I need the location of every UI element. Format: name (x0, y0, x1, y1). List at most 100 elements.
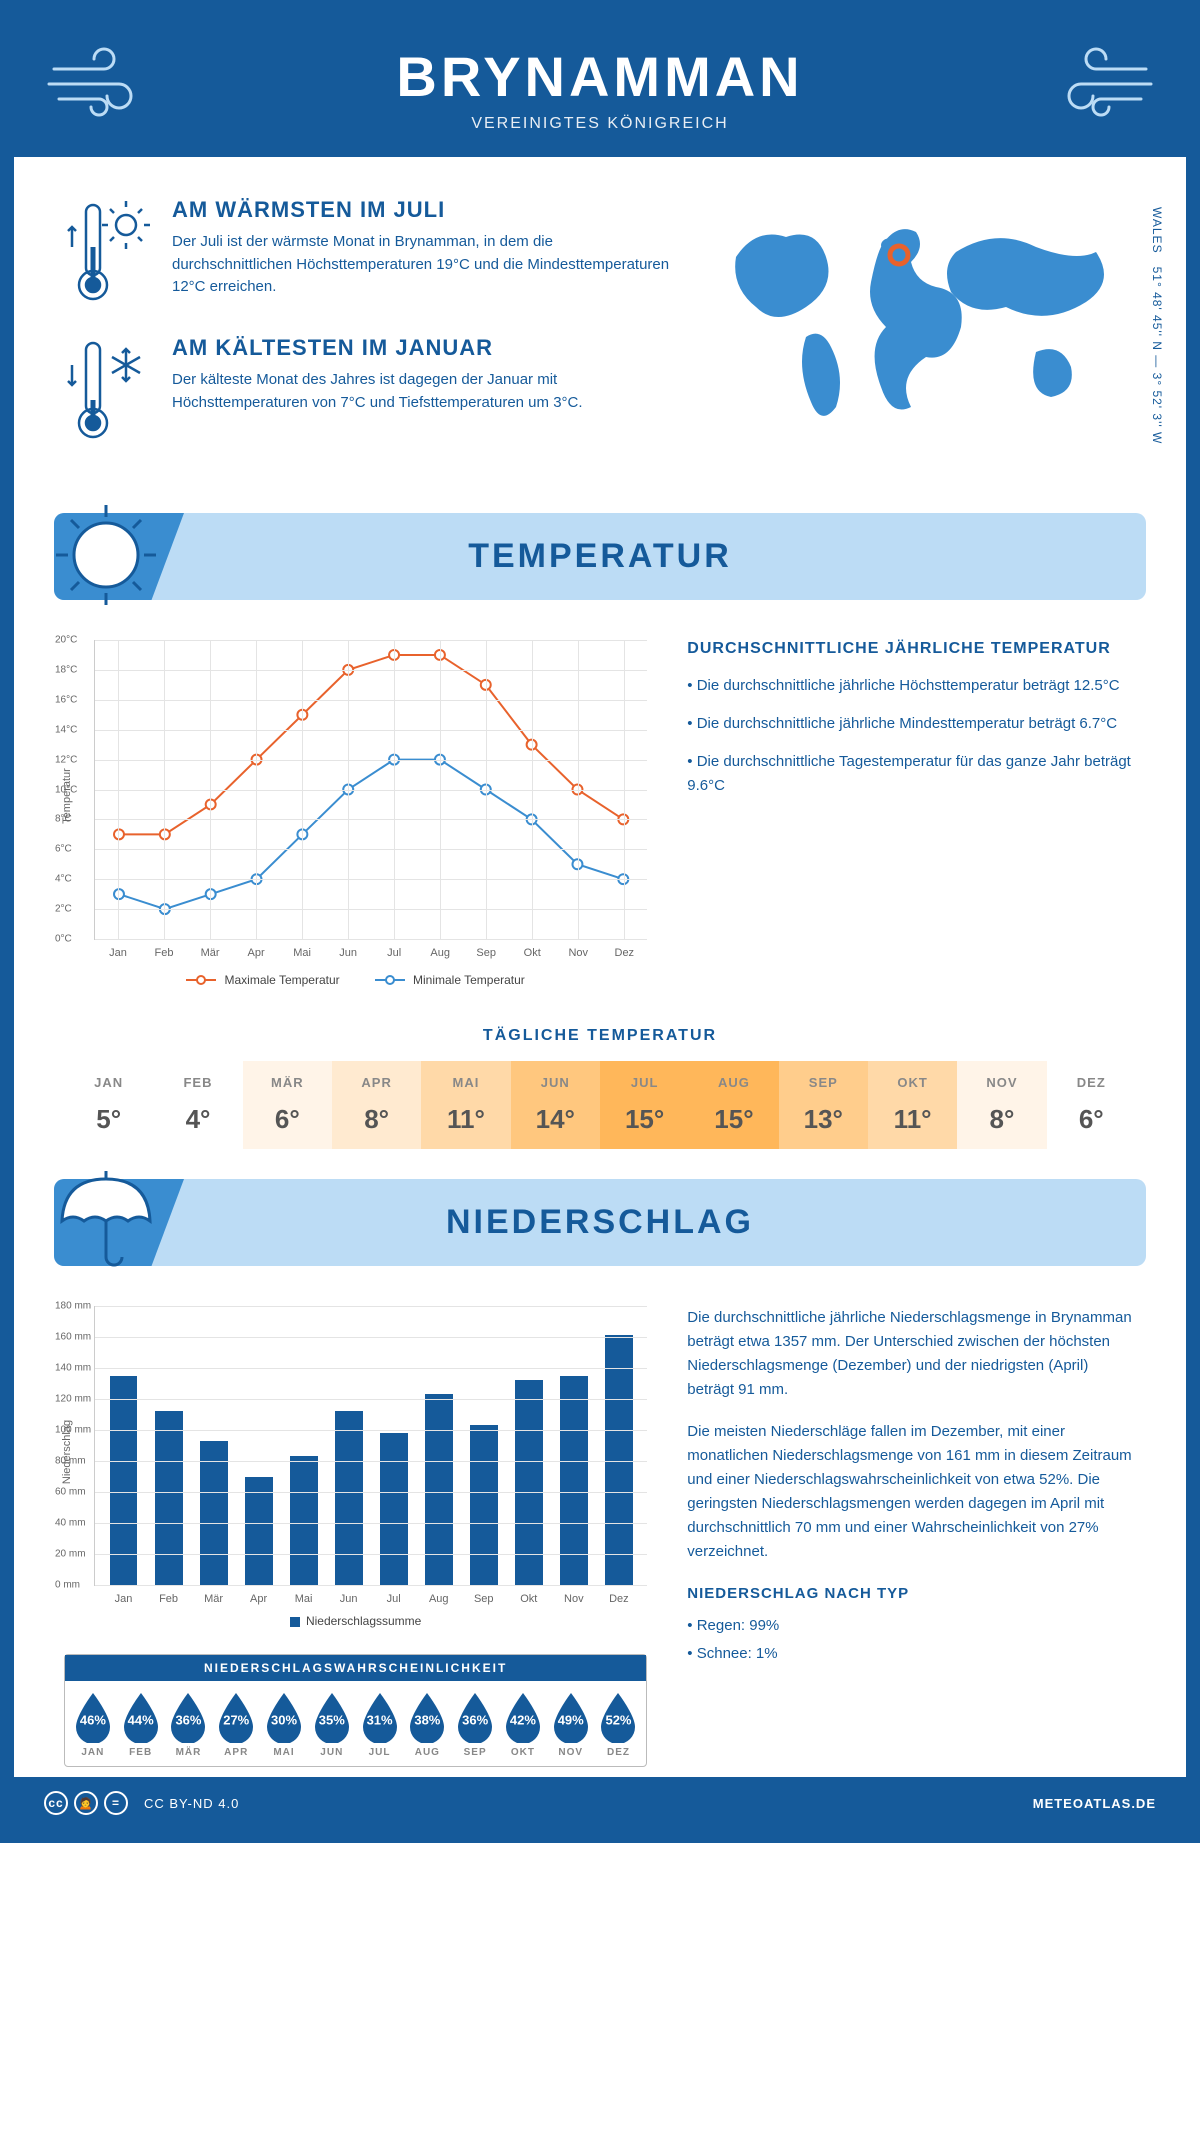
wind-icon (44, 44, 164, 124)
probability-cell: 46%JAN (69, 1691, 117, 1758)
daily-temp-cell: APR8° (332, 1061, 421, 1149)
bar-legend: Niederschlagssumme (64, 1614, 647, 1628)
precip-p1: Die durchschnittliche jährliche Niedersc… (687, 1306, 1136, 1402)
probability-value: 52% (605, 1712, 631, 1727)
bar (335, 1411, 363, 1585)
drop-icon: 42% (502, 1691, 544, 1743)
bar-x-label: Apr (250, 1593, 267, 1605)
bar (290, 1456, 318, 1585)
y-tick: 100 mm (55, 1425, 91, 1436)
probability-cell: 36%MÄR (165, 1691, 213, 1758)
daily-temp-cell: DEZ6° (1047, 1061, 1136, 1149)
precip-type-bullet: • Regen: 99% (687, 1614, 1136, 1638)
intro-text-column: AM WÄRMSTEN IM JULI Der Juli ist der wär… (64, 197, 676, 473)
coldest-block: AM KÄLTESTEN IM JANUAR Der kälteste Mona… (64, 335, 676, 445)
temp-bullet: • Die durchschnittliche Tagestemperatur … (687, 750, 1136, 798)
daily-value: 8° (961, 1104, 1042, 1135)
temperature-row: Temperatur 0°C2°C4°C6°C8°C10°C12°C14°C16… (14, 610, 1186, 997)
x-tick: Nov (568, 947, 588, 959)
bar-x-label: Feb (159, 1593, 178, 1605)
probability-month: JUN (308, 1747, 356, 1758)
temp-bullet: • Die durchschnittliche jährliche Höchst… (687, 674, 1136, 698)
daily-temp-cell: JUL15° (600, 1061, 689, 1149)
probability-month: NOV (547, 1747, 595, 1758)
probability-value: 27% (223, 1712, 249, 1727)
coldest-text: Der kälteste Monat des Jahres ist dagege… (172, 369, 676, 414)
daily-value: 6° (1051, 1104, 1132, 1135)
x-tick: Mär (201, 947, 220, 959)
daily-month: APR (336, 1075, 417, 1090)
city-name: BRYNAMMAN (34, 44, 1166, 109)
drop-icon: 30% (263, 1691, 305, 1743)
y-tick: 180 mm (55, 1301, 91, 1312)
daily-month: FEB (157, 1075, 238, 1090)
y-tick: 0°C (55, 934, 72, 945)
temperature-info: DURCHSCHNITTLICHE JÄHRLICHE TEMPERATUR •… (687, 640, 1136, 987)
wind-icon (1036, 44, 1156, 124)
map-column: WALES 51° 48' 45'' N — 3° 52' 3'' W (706, 197, 1136, 473)
daily-month: MÄR (247, 1075, 328, 1090)
probability-month: SEP (451, 1747, 499, 1758)
x-tick: Jul (387, 947, 401, 959)
x-tick: Okt (524, 947, 541, 959)
sun-icon (46, 495, 166, 615)
daily-temp-cell: FEB 4° (153, 1061, 242, 1149)
precipitation-row: Niederschlag JanFebMärAprMaiJunJulAugSep… (14, 1276, 1186, 1777)
chart-legend: Maximale Temperatur Minimale Temperatur (64, 970, 647, 987)
bar-slot: Dez (596, 1306, 641, 1585)
daily-value: 11° (425, 1104, 506, 1135)
bar-slot: Okt (506, 1306, 551, 1585)
drop-icon: 52% (597, 1691, 639, 1743)
probability-month: JAN (69, 1747, 117, 1758)
y-tick: 16°C (55, 694, 77, 705)
bar (200, 1441, 228, 1585)
drop-icon: 38% (406, 1691, 448, 1743)
drop-icon: 44% (120, 1691, 162, 1743)
probability-cell: 35%JUN (308, 1691, 356, 1758)
footer: cc 🙍 = CC BY-ND 4.0 METEOATLAS.DE (14, 1777, 1186, 1829)
probability-value: 36% (175, 1712, 201, 1727)
intro: AM WÄRMSTEN IM JULI Der Juli ist der wär… (14, 157, 1186, 503)
drop-icon: 49% (550, 1691, 592, 1743)
precipitation-banner: NIEDERSCHLAG (54, 1179, 1146, 1266)
daily-value: 5° (68, 1104, 149, 1135)
daily-month: SEP (783, 1075, 864, 1090)
bar-slot: Apr (236, 1306, 281, 1585)
daily-value: 13° (783, 1104, 864, 1135)
probability-box: NIEDERSCHLAGSWAHRSCHEINLICHKEIT 46%JAN44… (64, 1654, 647, 1767)
daily-temp-cell: NOV8° (957, 1061, 1046, 1149)
x-tick: Feb (155, 947, 174, 959)
license-text: CC BY-ND 4.0 (144, 1796, 239, 1811)
warmest-title: AM WÄRMSTEN IM JULI (172, 197, 676, 223)
daily-month: OKT (872, 1075, 953, 1090)
probability-value: 38% (414, 1712, 440, 1727)
country-name: VEREINIGTES KÖNIGREICH (34, 115, 1166, 133)
bar-slot: Nov (551, 1306, 596, 1585)
temp-bullet: • Die durchschnittliche jährliche Mindes… (687, 712, 1136, 736)
probability-cell: 44%FEB (117, 1691, 165, 1758)
daily-value: 14° (515, 1104, 596, 1135)
probability-value: 30% (271, 1712, 297, 1727)
bar-x-label: Dez (609, 1593, 629, 1605)
precip-type-title: NIEDERSCHLAG NACH TYP (687, 1582, 1136, 1606)
probability-cell: 49% NOV (547, 1691, 595, 1758)
probability-title: NIEDERSCHLAGSWAHRSCHEINLICHKEIT (65, 1655, 646, 1681)
header: BRYNAMMAN VEREINIGTES KÖNIGREICH (14, 14, 1186, 157)
y-tick: 80 mm (55, 1456, 86, 1467)
bar-slot: Mär (191, 1306, 236, 1585)
y-tick: 2°C (55, 904, 72, 915)
daily-temp-cell: SEP 13° (779, 1061, 868, 1149)
daily-month: AUG (693, 1075, 774, 1090)
daily-temp-cell: JAN5° (64, 1061, 153, 1149)
bar-x-label: Aug (429, 1593, 449, 1605)
daily-temp-title: TÄGLICHE TEMPERATUR (14, 1027, 1186, 1045)
daily-value: 4° (157, 1104, 238, 1135)
probability-month: MAI (260, 1747, 308, 1758)
y-tick: 4°C (55, 874, 72, 885)
temperature-chart: Temperatur 0°C2°C4°C6°C8°C10°C12°C14°C16… (64, 640, 647, 987)
probability-cell: 38%AUG (403, 1691, 451, 1758)
daily-temp-cell: AUG15° (689, 1061, 778, 1149)
probability-value: 42% (510, 1712, 536, 1727)
bar-slot: Sep (461, 1306, 506, 1585)
x-tick: Mai (293, 947, 311, 959)
